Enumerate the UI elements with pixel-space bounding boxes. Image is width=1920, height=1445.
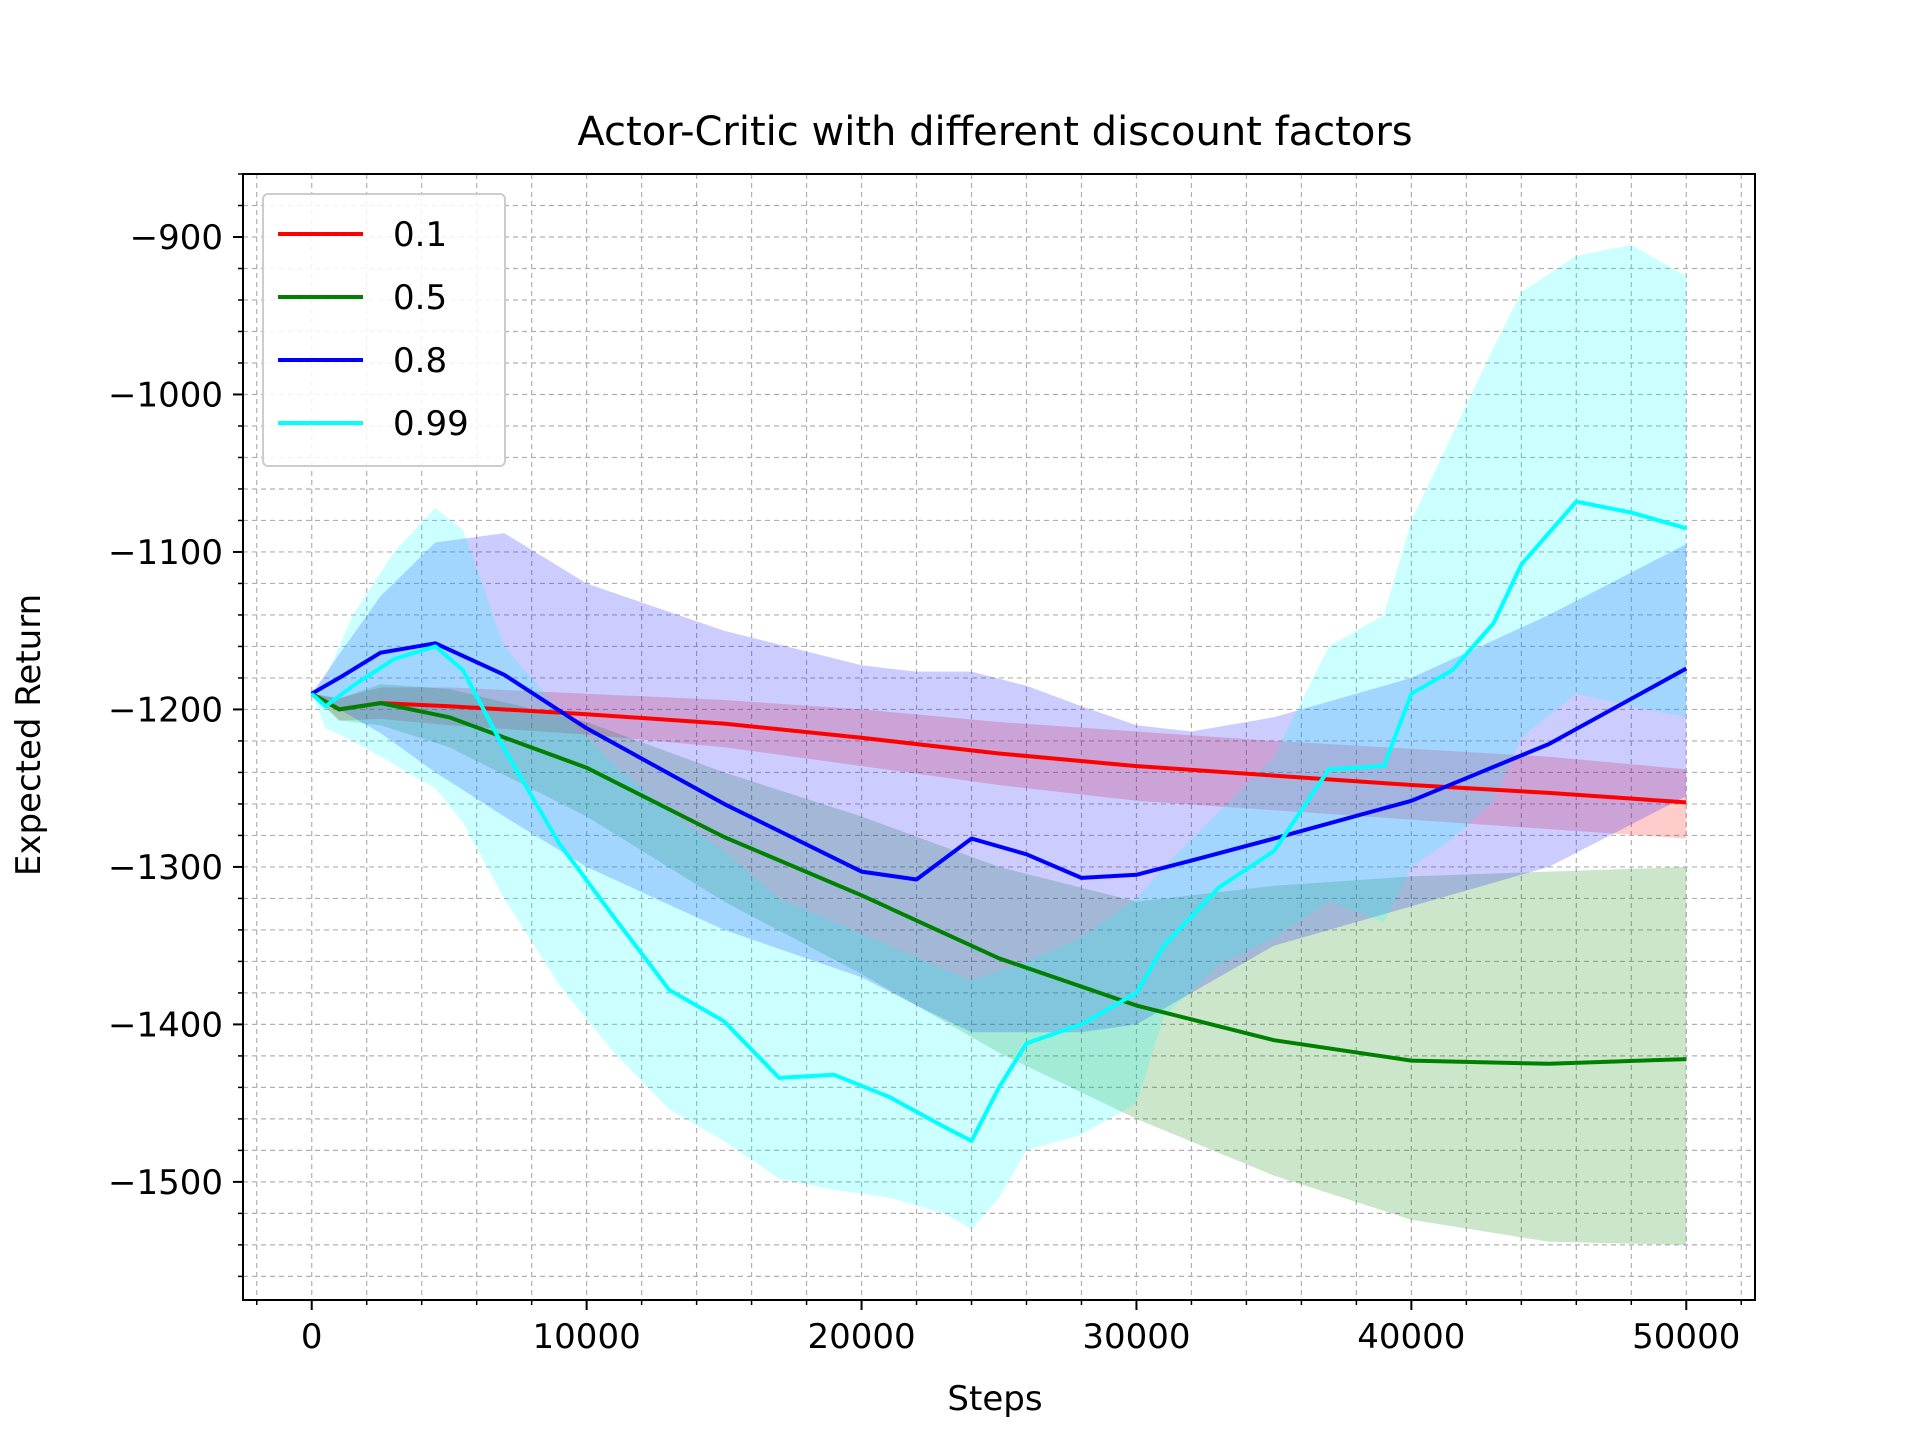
x-tick-label: 0 [301, 1317, 323, 1357]
legend-label: 0.99 [393, 404, 469, 444]
x-tick-label: 40000 [1357, 1317, 1465, 1357]
x-tick-label: 20000 [807, 1317, 915, 1357]
legend-label: 0.1 [393, 215, 447, 255]
x-tick-label: 30000 [1082, 1317, 1190, 1357]
x-tick-label: 50000 [1632, 1317, 1740, 1357]
y-tick-label: −1000 [108, 375, 223, 415]
grid [243, 173, 1755, 1300]
y-tick-label: −1400 [108, 1005, 223, 1045]
x-axis-label: Steps [947, 1379, 1042, 1419]
band-0_8 [311, 533, 1687, 1033]
y-tick-label: −1500 [108, 1163, 223, 1203]
legend-label: 0.5 [393, 278, 447, 318]
chart-title: Actor-Critic with different discount fac… [577, 109, 1412, 155]
band-0_5 [311, 684, 1687, 1245]
y-tick-label: −1200 [108, 690, 223, 730]
band-0_1 [311, 687, 1687, 839]
y-tick-label: −900 [130, 218, 223, 258]
x-tick-label: 10000 [533, 1317, 641, 1357]
series-line-0_99 [310, 499, 1687, 1143]
band-0_99 [311, 244, 1687, 1230]
legend: 0.1 0.5 0.8 0.99 [262, 193, 506, 467]
axis-ticks: 0 10000 20000 30000 40000 50000 −1500 −1400 −130… [108, 173, 1743, 1357]
series-line-0_8 [310, 641, 1688, 882]
y-tick-label: −1100 [108, 533, 223, 573]
plot-frame [242, 173, 1756, 1301]
y-axis-label: Expected Return [9, 594, 49, 876]
series-lines [310, 499, 1688, 1143]
legend-label: 0.8 [393, 341, 447, 381]
series-line-0_5 [310, 691, 1687, 1066]
y-tick-label: −1300 [108, 848, 223, 888]
legend-box [262, 193, 506, 467]
confidence-bands [311, 244, 1687, 1245]
